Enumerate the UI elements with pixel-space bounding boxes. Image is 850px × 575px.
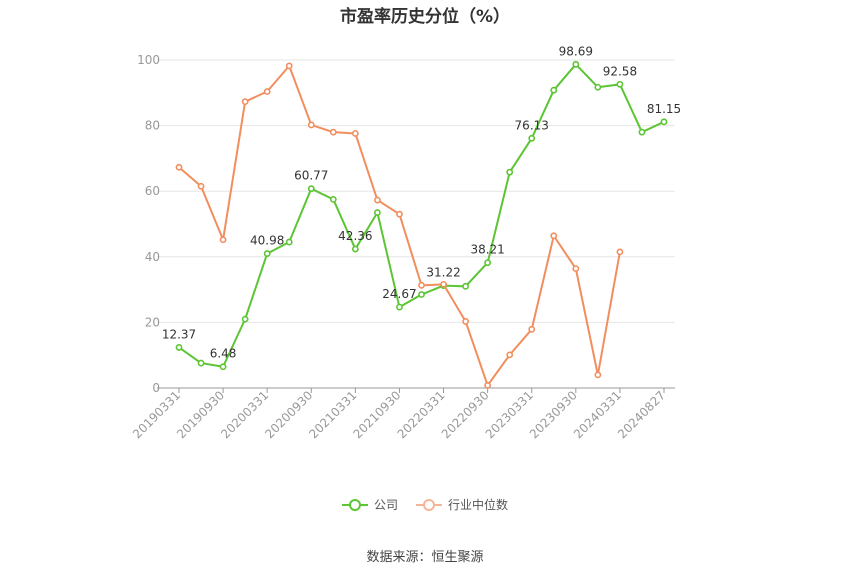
data-point	[285, 238, 293, 246]
data-point	[307, 121, 315, 129]
data-point	[506, 168, 514, 176]
data-point	[285, 62, 293, 70]
data-point	[175, 344, 183, 351]
data-point	[396, 303, 403, 311]
legend-item-company[interactable]: 公司	[341, 496, 398, 513]
data-point	[550, 232, 558, 240]
data-point	[219, 236, 227, 244]
data-point	[484, 259, 492, 267]
y-tick-label: 0	[152, 381, 160, 395]
data-point	[219, 363, 227, 371]
y-tick-label: 80	[145, 119, 160, 133]
data-point	[418, 281, 425, 289]
data-point	[263, 88, 271, 95]
data-point	[197, 359, 205, 367]
data-point	[374, 196, 381, 204]
data-point	[528, 325, 536, 333]
legend: 公司 行业中位数	[0, 496, 850, 513]
data-point	[528, 134, 536, 142]
data-label: 81.15	[647, 102, 681, 116]
grid-lines	[157, 59, 675, 323]
y-tick-label: 20	[145, 315, 160, 329]
x-tick-label: 20240827	[615, 388, 668, 441]
data-point	[351, 130, 359, 137]
data-point	[462, 318, 469, 325]
data-labels: 12.37 6.48 40.98 60.77 42.36 24.67 31.22 38.21 7…	[162, 44, 681, 360]
data-point	[572, 60, 580, 68]
data-label: 12.37	[162, 327, 196, 341]
data-point	[616, 80, 624, 88]
data-point	[572, 265, 580, 273]
data-point	[263, 250, 271, 257]
data-label: 6.48	[210, 347, 237, 361]
legend-label-industry-median: 行业中位数	[448, 498, 509, 512]
data-label: 31.22	[426, 266, 460, 280]
y-tick-label: 60	[145, 184, 160, 198]
data-point	[550, 86, 558, 94]
data-point	[329, 128, 337, 136]
data-point	[484, 381, 492, 389]
data-point	[374, 209, 381, 216]
data-point	[329, 195, 337, 203]
series-line-0	[178, 63, 665, 368]
y-tick-label: 100	[137, 53, 160, 67]
legend-swatch-company	[341, 498, 368, 512]
data-point	[241, 315, 249, 323]
data-point	[660, 118, 668, 126]
series-lines	[175, 60, 668, 389]
data-point	[396, 210, 403, 218]
legend-swatch-industry-median	[416, 498, 442, 512]
data-label: 98.69	[559, 44, 593, 58]
data-point	[638, 128, 646, 136]
data-label: 42.36	[338, 229, 372, 243]
data-point	[307, 185, 315, 193]
data-point	[594, 371, 602, 379]
data-label: 24.67	[382, 287, 416, 301]
data-label: 38.21	[470, 243, 504, 257]
axes: 0204060801002019033120190930202003312020…	[130, 53, 675, 441]
legend-item-industry-median[interactable]: 行业中位数	[416, 496, 508, 513]
series-line-1	[178, 64, 621, 387]
data-label: 40.98	[250, 234, 284, 248]
data-point	[418, 291, 425, 298]
legend-label-company: 公司	[373, 498, 398, 512]
data-label: 92.58	[603, 64, 637, 78]
data-point	[351, 245, 359, 253]
chart-title: 市盈率历史分位（%）	[339, 7, 511, 27]
data-point	[616, 248, 624, 256]
data-point	[440, 280, 447, 288]
data-point	[175, 163, 183, 171]
data-point	[241, 98, 249, 106]
data-point	[506, 351, 514, 359]
data-label: 76.13	[515, 118, 549, 132]
data-source: 数据来源：恒生聚源	[366, 550, 484, 565]
data-point	[197, 182, 205, 190]
data-point	[594, 83, 602, 91]
y-tick-label: 40	[145, 250, 160, 264]
data-label: 60.77	[294, 169, 328, 183]
data-point	[462, 282, 469, 290]
